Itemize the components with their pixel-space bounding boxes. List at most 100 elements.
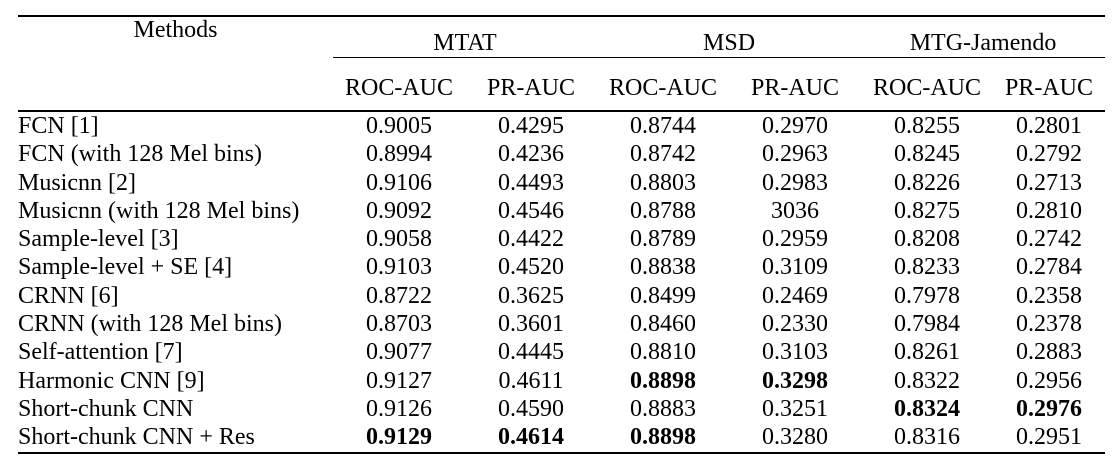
value-cell: 0.8788: [630, 197, 697, 224]
value-cell: 0.9129: [333, 423, 465, 454]
value-cell: 0.4493: [498, 169, 564, 196]
method-cell: Musicnn (with 128 Mel bins): [18, 197, 300, 224]
method-cell: Sample-level + SE [4]: [18, 254, 233, 281]
value-cell: 0.8208: [894, 226, 961, 253]
value-cell: 0.8742: [630, 141, 697, 168]
value-cell: 0.8245: [894, 141, 961, 168]
value-cell: 0.2983: [762, 169, 829, 196]
value-cell: 0.8255: [894, 113, 961, 139]
value-cell: 0.8803: [630, 169, 697, 196]
method-cell: Sample-level [3]: [18, 226, 179, 253]
results-table: Methods MTAT MSD MTG-Jamendo ROC-AUC PR-…: [18, 15, 1106, 454]
value-cell: 0.8324: [894, 395, 961, 422]
value-cell: 0.7978: [894, 282, 961, 309]
value-cell: 0.9077: [366, 339, 432, 366]
value-cell: 0.2378: [1016, 311, 1083, 338]
value-cell: 0.4590: [498, 395, 564, 422]
value-cell: 0.8233: [894, 254, 961, 281]
value-cell: 0.8789: [630, 226, 697, 253]
value-cell: 0.9005: [366, 113, 432, 139]
value-cell: 0.2713: [1016, 169, 1083, 196]
value-cell: 0.2801: [1016, 113, 1083, 139]
value-cell: 0.9092: [366, 197, 432, 224]
value-cell: 0.2469: [762, 282, 829, 309]
value-cell: 0.2784: [1016, 254, 1083, 281]
value-cell: 0.4520: [498, 254, 564, 281]
value-cell: 0.9127: [366, 367, 432, 394]
table-row: Self-attention [7] 0.9077 0.4445 0.8810 0.31…: [18, 338, 1105, 366]
value-cell: 0.2956: [1016, 367, 1083, 394]
value-cell: 0.3601: [498, 311, 564, 338]
table-row: Harmonic CNN [9] 0.9127 0.4611 0.8898 0.3298…: [18, 367, 1105, 395]
methods-column-header: Methods: [18, 15, 333, 112]
value-cell: 0.8316: [861, 423, 994, 454]
value-cell: 0.4614: [465, 423, 598, 454]
group-header-row: Methods MTAT MSD MTG-Jamendo: [18, 15, 1106, 112]
value-cell: 0.4236: [498, 141, 564, 168]
value-cell: 0.8226: [894, 169, 961, 196]
method-cell: Short-chunk CNN: [18, 395, 194, 422]
table-header: Methods MTAT MSD MTG-Jamendo ROC-AUC PR-…: [18, 15, 1106, 112]
metric-header-row: ROC-AUC PR-AUC ROC-AUC PR-AUC ROC-AUC PR…: [18, 57, 1106, 112]
table-row: FCN (with 128 Mel bins) 0.8994 0.4236 0.874…: [18, 140, 1105, 168]
value-cell: 0.3251: [762, 395, 829, 422]
value-cell: 0.8744: [630, 113, 697, 139]
value-cell: 0.8994: [366, 141, 432, 168]
value-cell: 0.9106: [366, 169, 432, 196]
method-cell: Self-attention [7]: [18, 339, 183, 366]
table-row: CRNN [6] 0.8722 0.3625 0.8499 0.2469 0.7978 0.…: [18, 282, 1105, 310]
value-cell: 0.8898: [630, 367, 697, 394]
table-row: Short-chunk CNN 0.9126 0.4590 0.8883 0.3251 0…: [18, 395, 1105, 423]
value-cell: 0.8883: [630, 395, 697, 422]
table-body: FCN [1] 0.9005 0.4295 0.8744 0.2970 0.8255 0.2…: [18, 111, 1106, 454]
table-row: Musicnn (with 128 Mel bins) 0.9092 0.4546 0…: [18, 197, 1105, 225]
table-row: Short-chunk CNN + Res 0.9129 0.4614 0.8898 0…: [18, 423, 1106, 454]
msd-pr-auc-header: PR-AUC: [729, 57, 862, 112]
value-cell: 0.2970: [762, 113, 829, 139]
group-header-msd: MSD: [597, 15, 862, 58]
value-cell: 0.4546: [498, 197, 564, 224]
value-cell: 0.2810: [1016, 197, 1083, 224]
value-cell: 0.3298: [762, 367, 829, 394]
value-cell: 0.8810: [630, 339, 697, 366]
value-cell: 0.2976: [1016, 395, 1083, 422]
method-cell: FCN (with 128 Mel bins): [18, 141, 263, 168]
value-cell: 0.8898: [597, 423, 730, 454]
method-cell: FCN [1]: [18, 113, 99, 139]
value-cell: 0.7984: [894, 311, 961, 338]
mtat-pr-auc-header: PR-AUC: [465, 57, 598, 112]
value-cell: 0.2951: [993, 423, 1106, 454]
mtat-roc-auc-header: ROC-AUC: [333, 57, 465, 112]
group-header-mtg-jamendo: MTG-Jamendo: [861, 15, 1106, 58]
value-cell: 0.2883: [1016, 339, 1083, 366]
group-header-mtat: MTAT: [333, 15, 598, 58]
value-cell: 0.8261: [894, 339, 961, 366]
value-cell: 0.9126: [366, 395, 432, 422]
value-cell: 0.2330: [762, 311, 829, 338]
value-cell: 0.2742: [1016, 226, 1083, 253]
value-cell: 0.8322: [894, 367, 961, 394]
value-cell: 0.8703: [366, 311, 432, 338]
value-cell: 0.8838: [630, 254, 697, 281]
method-cell: Short-chunk CNN + Res: [18, 423, 333, 454]
value-cell: 0.2963: [762, 141, 829, 168]
value-cell: 0.8460: [630, 311, 697, 338]
value-cell: 3036: [771, 197, 820, 224]
value-cell: 0.4611: [498, 367, 564, 394]
table-row: Sample-level + SE [4] 0.9103 0.4520 0.8838 0…: [18, 253, 1105, 281]
value-cell: 0.8499: [630, 282, 697, 309]
table-row: Musicnn [2] 0.9106 0.4493 0.8803 0.2983 0.822…: [18, 169, 1105, 197]
value-cell: 0.3103: [762, 339, 829, 366]
mtg-pr-auc-header: PR-AUC: [993, 57, 1106, 112]
method-cell: CRNN [6]: [18, 282, 119, 309]
value-cell: 0.2959: [762, 226, 829, 253]
value-cell: 0.3280: [729, 423, 862, 454]
mtg-roc-auc-header: ROC-AUC: [861, 57, 994, 112]
value-cell: 0.8275: [894, 197, 961, 224]
method-cell: CRNN (with 128 Mel bins): [18, 311, 282, 338]
method-cell: Harmonic CNN [9]: [18, 367, 205, 394]
value-cell: 0.4295: [498, 113, 564, 139]
value-cell: 0.9103: [366, 254, 432, 281]
table-row: Sample-level [3] 0.9058 0.4422 0.8789 0.2959…: [18, 225, 1105, 253]
value-cell: 0.9058: [366, 226, 432, 253]
